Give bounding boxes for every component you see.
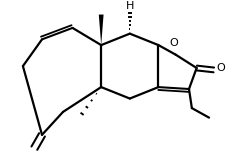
Text: H: H	[126, 1, 134, 11]
Text: O: O	[169, 38, 178, 48]
Text: O: O	[217, 63, 226, 73]
Polygon shape	[99, 15, 104, 45]
